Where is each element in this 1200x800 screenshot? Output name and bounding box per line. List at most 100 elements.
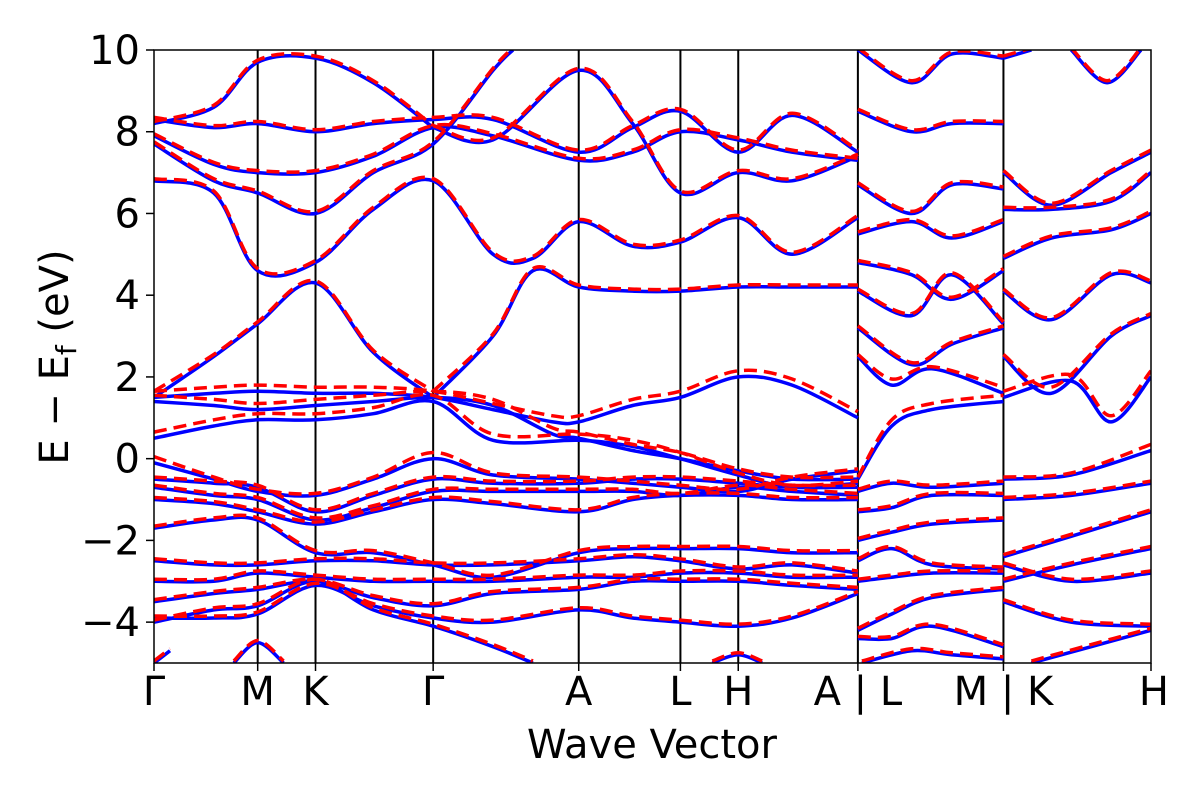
band-line-solid [1003, 481, 1151, 502]
x-tick-label: A [565, 669, 593, 715]
band-line-dashed [154, 483, 859, 520]
band-line-dashed [857, 50, 1004, 83]
band-line-dashed [1030, 626, 1151, 663]
band-line-solid [154, 579, 534, 663]
x-axis-label: Wave Vector [527, 722, 778, 768]
band-line-solid [861, 648, 1004, 663]
band-line-dashed [857, 270, 1005, 324]
band-line-dashed [857, 258, 1005, 299]
band-line-dashed [1002, 544, 1151, 581]
y-axis-ticks: −4 −2 0 2 4 6 8 10 [81, 28, 154, 646]
band-line-solid [154, 108, 859, 154]
band-line-solid [154, 493, 858, 526]
band-line-solid [1030, 628, 1151, 663]
x-tick-label: Γ [143, 669, 166, 715]
band-line-solid [857, 546, 1004, 571]
band-line-solid [857, 587, 1004, 632]
band-line-dashed [1070, 50, 1142, 83]
band-line-solid [154, 124, 859, 176]
x-tick-label: H [723, 669, 753, 715]
band-line-dashed [857, 585, 1004, 630]
band-line-dashed [711, 651, 763, 663]
band-line-dashed [1003, 169, 1151, 210]
band-line-dashed [856, 393, 1004, 478]
y-axis-label-main: E − E [32, 355, 78, 465]
band-line-dashed [431, 265, 858, 393]
y-tick-label: 8 [115, 110, 140, 156]
band-line-dashed [154, 368, 859, 420]
band-line-dashed [154, 175, 859, 276]
band-line-dashed [154, 577, 534, 663]
band-line-solid [1002, 375, 1151, 424]
x-tick-label: Γ [422, 669, 445, 715]
band-line-dashed [1002, 148, 1151, 206]
bands-dashed-red [154, 50, 1151, 663]
band-line-solid [856, 399, 1004, 481]
band-line-dashed [154, 106, 859, 152]
band-line-solid [154, 554, 859, 575]
band-line-solid [154, 398, 859, 490]
band-line-solid [711, 653, 763, 663]
band-line-dashed [1003, 442, 1151, 479]
band-line-dashed [857, 179, 1004, 214]
band-line-dashed [1002, 561, 1151, 582]
band-line-dashed [1002, 598, 1151, 626]
band-line-solid [154, 177, 859, 278]
y-axis-label-subscript: f [50, 344, 83, 355]
band-line-dashed [154, 647, 172, 663]
band-line-solid [1003, 448, 1151, 481]
bands-solid-blue [154, 50, 1151, 663]
x-tick-label: K [302, 669, 330, 715]
plot-frame [153, 49, 1152, 664]
x-tick-label: M [240, 669, 275, 715]
band-line-dashed [857, 544, 1004, 569]
band-line-solid [1002, 211, 1151, 261]
band-line-dashed [1003, 479, 1151, 500]
band-line-solid [857, 481, 1004, 494]
band-line-solid [154, 515, 858, 580]
band-line-dashed [861, 646, 1004, 663]
band-line-dashed [154, 491, 858, 524]
band-line-solid [856, 355, 1004, 395]
band-line-solid [154, 54, 435, 130]
x-tick-label: H [1139, 669, 1169, 715]
band-line-dashed [154, 450, 859, 496]
y-tick-label: −4 [81, 600, 140, 646]
band-line-solid [857, 492, 1004, 514]
band-line-solid [857, 518, 1004, 543]
band-line-dashed [154, 513, 858, 578]
x-tick-label: L [669, 669, 692, 715]
y-tick-label: 6 [115, 191, 140, 237]
band-line-dashed [857, 107, 1004, 132]
band-line-dashed [154, 552, 859, 573]
x-tick-label: A | L [814, 669, 903, 715]
band-line-dashed [1002, 508, 1151, 557]
band-line-dashed [154, 392, 859, 488]
band-line-solid [857, 109, 1004, 134]
band-line-dashed [1002, 209, 1151, 259]
band-line-dashed [432, 66, 859, 195]
band-line-solid [154, 50, 515, 216]
band-line-dashed [154, 278, 435, 393]
band-line-solid [154, 485, 858, 522]
y-axis-label-unit: (eV) [32, 249, 78, 345]
band-line-dashed [1002, 50, 1031, 58]
band-line-dashed [1002, 269, 1151, 320]
band-line-solid [857, 219, 1004, 240]
band-line-dashed [857, 217, 1004, 238]
band-line-solid [1002, 600, 1151, 628]
y-tick-label: −2 [81, 518, 140, 564]
x-tick-label: M | K [954, 669, 1055, 715]
band-line-dashed [856, 353, 1004, 389]
y-tick-label: 0 [115, 437, 140, 483]
band-line-dashed [154, 122, 859, 174]
band-line-solid [857, 571, 1004, 584]
band-line-dashed [232, 638, 285, 663]
band-line-solid [1002, 510, 1151, 559]
band-line-solid [1002, 563, 1151, 584]
band-line-dashed [1002, 312, 1151, 389]
band-line-dashed [154, 568, 858, 582]
band-line-dashed [154, 474, 858, 512]
